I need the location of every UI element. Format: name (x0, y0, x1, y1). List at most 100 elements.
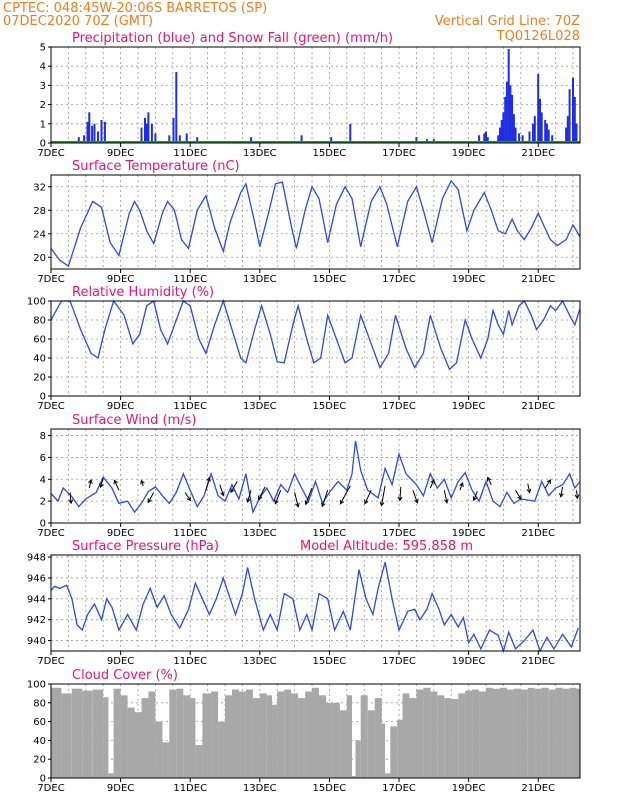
precip-bar-31 (486, 137, 489, 143)
y-tick-label-0: 2 (40, 100, 46, 111)
cloud-bar-35 (305, 691, 313, 778)
panel-frame-0 (50, 46, 581, 144)
wind-arrow-20 (412, 490, 418, 503)
cloud-bar-56 (437, 695, 445, 778)
precip-bar-56 (566, 116, 569, 143)
wind-arrowhead-8 (220, 491, 225, 497)
y-tick-label-3: 2 (40, 497, 46, 508)
x-tick-label-0: 11DEC (173, 148, 207, 159)
cloud-bar-63 (486, 687, 493, 778)
precip-bar-14 (154, 133, 157, 143)
cloud-bar-36 (312, 687, 319, 778)
cloud-bar-20 (202, 693, 212, 778)
cloud-bar-70 (534, 688, 542, 778)
precip-bar-29 (483, 133, 486, 143)
series-line-4 (50, 562, 579, 654)
cloud-bar-8 (120, 695, 128, 778)
cloud-bar-27 (252, 698, 260, 778)
cloud-bar-33 (291, 693, 299, 778)
precip-bar-22 (300, 135, 303, 143)
x-tick-label-3: 17DEC (382, 528, 416, 539)
cloud-bar-76 (576, 688, 580, 778)
panel-frame-5 (50, 683, 581, 779)
x-tick-label-2: 9DEC (107, 401, 134, 412)
x-tick-label-2: 15DEC (313, 401, 347, 412)
y-tick-label-5: 20 (33, 755, 46, 766)
wind-arrowhead-16 (339, 499, 345, 505)
x-tick-label-5: 11DEC (173, 783, 207, 794)
x-tick-label-0: 17DEC (382, 148, 416, 159)
cloud-bar-26 (245, 689, 253, 778)
wind-arrowhead-28 (546, 479, 552, 484)
panel-title-2: Relative Humidity (%) (72, 285, 214, 300)
x-tick-label-1: 9DEC (107, 274, 134, 285)
precip-bar-55 (565, 127, 568, 143)
x-tick-label-2: 21DEC (521, 401, 555, 412)
x-tick-label-3: 21DEC (521, 528, 555, 539)
cloud-bar-57 (444, 698, 452, 778)
cloud-bar-24 (232, 689, 239, 778)
panel-title-4: Surface Pressure (hPa) (72, 539, 219, 554)
panel-frame-2 (50, 300, 581, 397)
y-tick-label-0: 5 (40, 43, 46, 54)
x-tick-label-3: 9DEC (107, 528, 134, 539)
wind-arrow-8 (219, 484, 224, 496)
x-tick-label-4: 9DEC (107, 656, 134, 667)
x-tick-label-5: 19DEC (452, 783, 486, 794)
precip-bar-54 (551, 135, 554, 143)
cloud-bar-13 (155, 721, 163, 778)
precip-bar-48 (537, 73, 540, 143)
y-tick-label-4: 946 (27, 573, 46, 584)
precip-bar-28 (478, 135, 481, 143)
wind-arrowhead-0 (68, 499, 74, 505)
y-tick-label-4: 940 (27, 636, 46, 647)
wind-arrow-29 (560, 486, 564, 497)
panel-frame-4 (50, 554, 581, 652)
cloud-bar-48 (385, 773, 391, 778)
precip-bar-7 (100, 120, 103, 143)
y-tick-label-1: 20 (33, 253, 46, 264)
wind-arrowhead-14 (304, 500, 310, 506)
y-tick-label-4: 948 (27, 553, 46, 564)
x-tick-label-3: 13DEC (243, 528, 277, 539)
precip-bar-45 (528, 131, 531, 143)
wind-arrowhead-4 (140, 479, 145, 485)
wind-arrowhead-27 (526, 488, 532, 494)
cloud-bar-54 (423, 687, 431, 778)
wind-arrow-16 (339, 485, 351, 505)
cloud-bar-66 (506, 689, 514, 778)
wind-arrow-14 (305, 487, 313, 505)
cloud-bar-59 (458, 693, 466, 778)
precip-bar-19 (185, 133, 188, 143)
wind-arrow-26 (515, 489, 522, 500)
cloud-bar-41 (346, 695, 352, 778)
x-tick-label-5: 21DEC (521, 783, 555, 794)
cloud-bar-11 (141, 698, 149, 778)
x-tick-label-2: 17DEC (382, 401, 416, 412)
wind-arrow-10 (247, 490, 252, 503)
wind-arrowhead-18 (379, 501, 385, 507)
wind-arrowhead-9 (230, 488, 235, 494)
wind-arrowhead-7 (206, 476, 211, 482)
wind-arrow-25 (487, 477, 492, 485)
wind-arrowhead-22 (443, 498, 449, 504)
x-tick-label-5: 13DEC (243, 783, 277, 794)
cloud-bar-44 (360, 695, 368, 778)
precip-bar-30 (485, 131, 487, 143)
wind-arrow-6 (184, 492, 191, 501)
wind-arrow-12 (274, 490, 282, 504)
cloud-bar-42 (352, 776, 356, 778)
wind-arrow-18 (381, 485, 386, 506)
series-line-3 (50, 440, 581, 515)
precip-bar-24 (349, 123, 352, 143)
cloud-bar-32 (284, 689, 292, 778)
precip-bar-9 (140, 127, 143, 143)
wind-arrowhead-17 (364, 499, 369, 505)
x-tick-label-1: 11DEC (173, 274, 207, 285)
y-tick-label-1: 28 (33, 206, 46, 217)
cloud-bar-49 (390, 726, 398, 778)
cloud-bar-51 (402, 693, 410, 778)
wind-arrowhead-12 (274, 499, 279, 505)
wind-arrow-13 (294, 492, 299, 507)
